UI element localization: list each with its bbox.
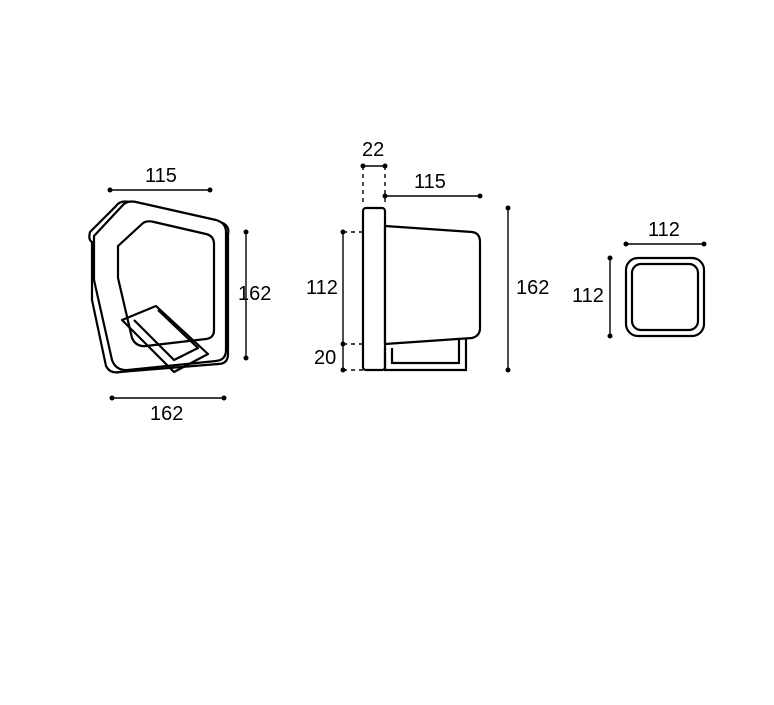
dim-label-side-left112: 112 [306, 277, 338, 299]
dim-label-side-topsmall: 22 [362, 139, 384, 161]
view-front: 112 112 [572, 219, 707, 339]
side-backplate [363, 208, 385, 370]
dim-label-side-right: 162 [516, 277, 549, 299]
iso-inner-front [118, 221, 214, 346]
technical-drawing: 115 162 162 22 115 [0, 0, 774, 705]
dim-label-front-top: 112 [648, 219, 680, 241]
view-isometric: 115 162 162 [89, 165, 271, 425]
dim-label-side-left20: 20 [314, 347, 336, 369]
dim-label-front-left: 112 [572, 285, 604, 307]
dim-label-iso-top: 115 [145, 165, 177, 187]
dim-label-iso-bottom: 162 [150, 403, 183, 425]
dim-label-side-top: 115 [414, 171, 446, 193]
dim-label-iso-right: 162 [238, 283, 271, 305]
view-side: 22 115 112 20 162 [306, 139, 549, 373]
side-body [385, 226, 480, 344]
front-inner [632, 264, 698, 330]
